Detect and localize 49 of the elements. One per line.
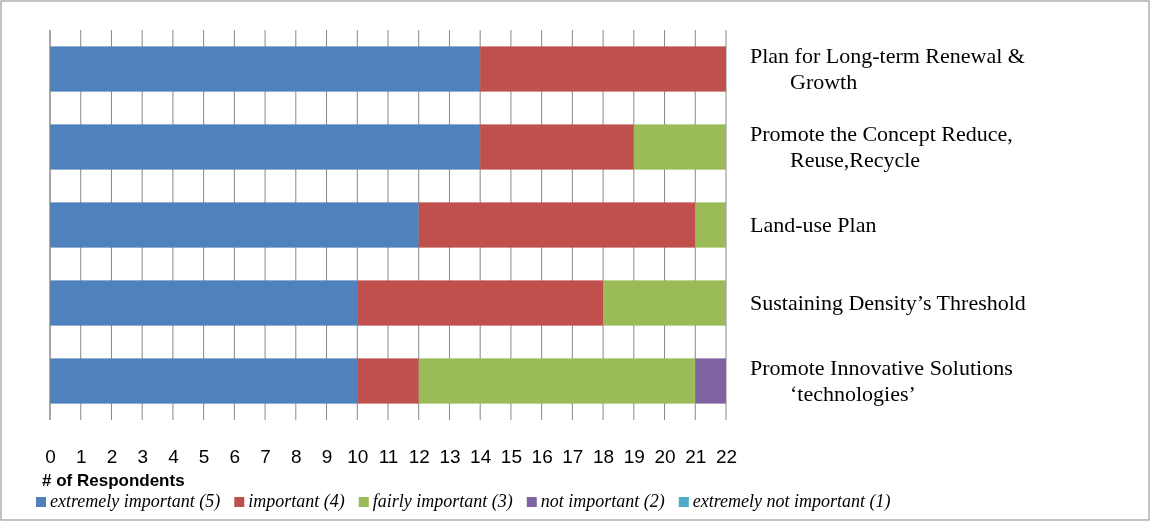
bar bbox=[695, 202, 726, 248]
y-tick-label: Plan for Long-term Renewal & Growth bbox=[750, 43, 1025, 94]
y-tick-label: Promote Innovative Solutions ‘technologies’ bbox=[750, 355, 1013, 406]
x-tick-label: 8 bbox=[291, 446, 302, 468]
x-tick-label: 0 bbox=[45, 446, 56, 468]
x-tick-label: 4 bbox=[168, 446, 180, 468]
legend-label: not important (2) bbox=[540, 491, 665, 512]
legend-label: extremely not important (1) bbox=[692, 491, 891, 512]
bar bbox=[357, 358, 419, 404]
bar bbox=[480, 46, 726, 92]
x-tick-label: 12 bbox=[408, 446, 430, 468]
bar bbox=[50, 124, 481, 170]
legend-label: fairly important (3) bbox=[372, 491, 513, 512]
legend-label: important (4) bbox=[248, 491, 345, 512]
x-tick-label: 21 bbox=[685, 446, 707, 468]
x-tick-label: 2 bbox=[106, 446, 118, 468]
x-tick-label: 6 bbox=[229, 446, 241, 468]
bar bbox=[418, 202, 696, 248]
x-tick-label: 20 bbox=[654, 446, 676, 468]
x-tick-label: 3 bbox=[137, 446, 148, 468]
y-tick-label: Promote the Concept Reduce, Reuse,Recycle bbox=[750, 121, 1013, 172]
bar bbox=[50, 280, 358, 326]
x-axis-title: # of Respondents bbox=[42, 471, 185, 490]
x-tick-label: 13 bbox=[439, 446, 461, 468]
x-tick-label: 9 bbox=[321, 446, 333, 468]
y-tick-label: Land-use Plan bbox=[750, 212, 877, 237]
x-tick-label: 7 bbox=[260, 446, 271, 468]
bar bbox=[50, 202, 419, 248]
x-tick-label: 18 bbox=[593, 446, 615, 468]
bar bbox=[603, 280, 726, 326]
x-tick-label: 22 bbox=[715, 446, 738, 468]
x-tick-label: 11 bbox=[378, 446, 399, 468]
bar bbox=[695, 358, 726, 404]
y-tick-label: Sustaining Density’s Threshold bbox=[750, 290, 1026, 315]
x-tick-label: 10 bbox=[347, 446, 369, 468]
bar bbox=[633, 124, 726, 170]
x-tick-label: 1 bbox=[75, 446, 87, 468]
x-tick-label: 5 bbox=[198, 446, 210, 468]
x-tick-label: 15 bbox=[500, 446, 522, 468]
bar bbox=[357, 280, 604, 326]
x-tick-label: 16 bbox=[531, 446, 553, 468]
x-tick-label: 14 bbox=[470, 446, 492, 468]
bar bbox=[50, 46, 481, 92]
x-tick-label: 19 bbox=[623, 446, 645, 468]
legend-label: extremely important (5) bbox=[50, 491, 221, 512]
bar bbox=[480, 124, 634, 170]
bar bbox=[50, 358, 358, 404]
x-tick-label: 17 bbox=[562, 446, 584, 468]
bar bbox=[418, 358, 696, 404]
